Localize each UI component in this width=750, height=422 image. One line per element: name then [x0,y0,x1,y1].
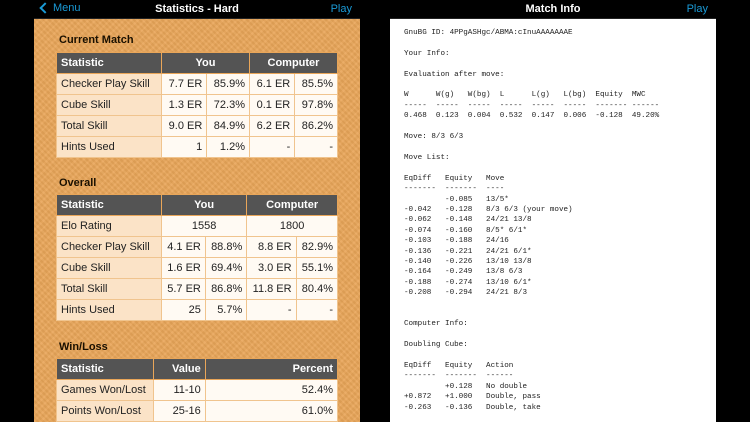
table-row: Cube Skill 1.3 ER 72.3% 0.1 ER 97.8% [56,94,338,116]
header-statistic: Statistic [56,194,162,216]
table-row: Checker Play Skill 7.7 ER 85.9% 6.1 ER 8… [56,73,338,95]
header-value: Value [153,358,206,380]
table-row: Cube Skill 1.6 ER 69.4% 3.0 ER 55.1% [56,257,339,279]
table-row: Elo Rating 1558 1800 [56,215,338,237]
table-row: Total Skill 9.0 ER 84.9% 6.2 ER 86.2% [56,115,338,137]
nav-bar: Menu Statistics - Hard Play [34,0,360,19]
header-statistic: Statistic [55,358,155,380]
header-you: You [160,194,248,216]
menu-back-button[interactable]: Menu [38,2,81,14]
table-row: Hints Used 1 1.2% - - [56,136,338,158]
match-info-panel: Match Info Play GnuBG ID: 4PPgASHgc/ABMA… [390,0,716,422]
page-title: Match Info [525,3,581,15]
win-loss-title: Win/Loss [59,341,108,353]
page-title: Statistics - Hard [155,3,239,15]
win-loss-table: Statistic Value Percent Games Won/Lost 1… [55,358,339,422]
header-statistic: Statistic [56,52,162,74]
statistics-panel: Menu Statistics - Hard Play Current Matc… [34,0,360,422]
nav-bar: Match Info Play [390,0,716,19]
overall-table: Statistic You Computer Elo Rating 1558 1… [56,194,339,321]
current-match-title: Current Match [59,34,134,46]
header-computer: Computer [246,194,338,216]
table-row: Games Won/Lost 11-10 52.4% [55,379,339,401]
play-button[interactable]: Play [686,3,708,15]
match-info-text: GnuBG ID: 4PPgASHgc/ABMA:cInuAAAAAAAE Yo… [404,29,660,412]
overall-title: Overall [59,177,97,189]
table-row: Checker Play Skill 4.1 ER 88.8% 8.8 ER 8… [56,236,339,258]
play-button[interactable]: Play [330,3,352,15]
header-percent: Percent [204,358,339,380]
header-computer: Computer [248,52,339,74]
table-row: Hints Used 25 5.7% - - [56,299,339,321]
header-you: You [161,52,250,74]
table-row: Points Won/Lost 25-16 61.0% [55,400,339,422]
table-row: Total Skill 5.7 ER 86.8% 11.8 ER 80.4% [56,278,339,300]
current-match-table: Statistic You Computer Checker Play Skil… [56,52,339,158]
